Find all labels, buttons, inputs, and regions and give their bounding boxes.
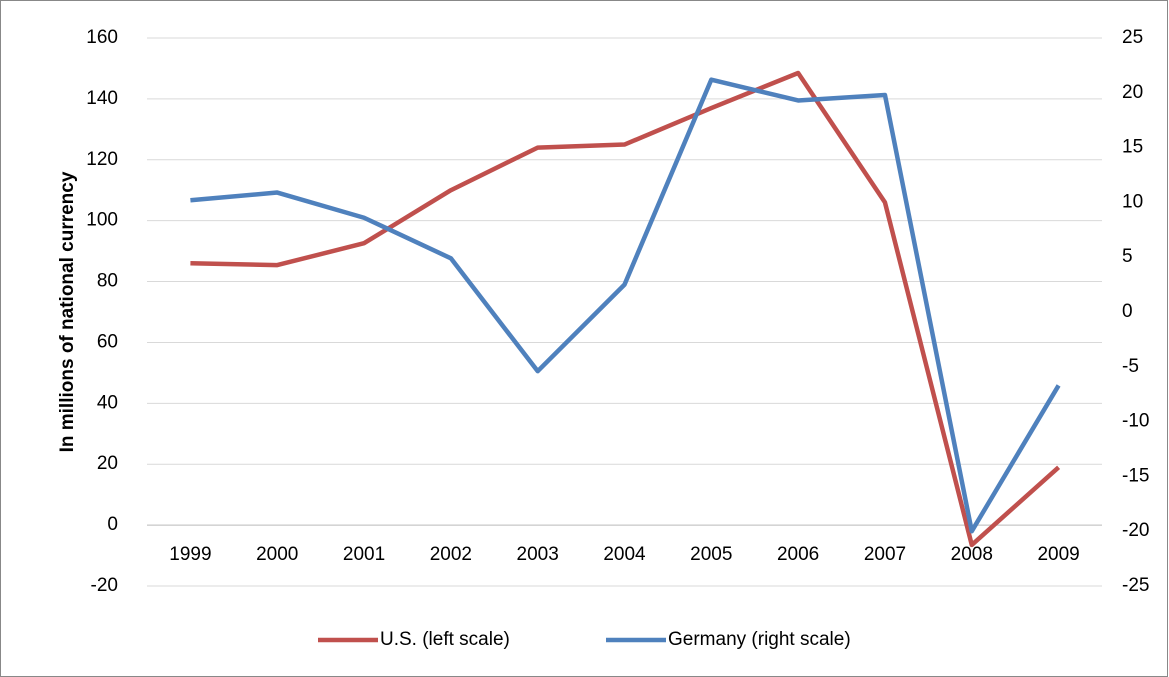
y-tick-label: 100 bbox=[86, 210, 118, 231]
y-tick-label: 80 bbox=[97, 271, 118, 292]
legend-label: Germany (right scale) bbox=[668, 629, 851, 650]
y2-tick-label: 10 bbox=[1122, 191, 1143, 212]
x-tick-label: 2006 bbox=[777, 544, 819, 565]
y-axis-label: In millions of national currency bbox=[57, 171, 78, 452]
y-tick-label: 0 bbox=[107, 514, 118, 535]
x-tick-label: 2008 bbox=[951, 544, 993, 565]
y-tick-label: 20 bbox=[97, 453, 118, 474]
y2-tick-label: 0 bbox=[1122, 301, 1133, 322]
y2-tick-label: -10 bbox=[1122, 411, 1149, 432]
x-tick-label: 2007 bbox=[864, 544, 906, 565]
legend-label: U.S. (left scale) bbox=[380, 629, 510, 650]
y2-tick-label: -20 bbox=[1122, 520, 1149, 541]
line-series bbox=[190, 70, 1061, 548]
y-tick-label: 60 bbox=[97, 331, 118, 352]
y2-tick-label: 20 bbox=[1122, 82, 1143, 103]
y2-tick-label: 5 bbox=[1122, 246, 1133, 267]
x-tick-label: 2005 bbox=[690, 544, 732, 565]
y2-tick-label: -5 bbox=[1122, 356, 1139, 377]
line-series bbox=[190, 77, 1061, 534]
x-tick-label: 2001 bbox=[343, 544, 385, 565]
y2-tick-label: 25 bbox=[1122, 27, 1143, 48]
y-tick-label: 40 bbox=[97, 392, 118, 413]
y2-tick-label: -15 bbox=[1122, 465, 1149, 486]
y-tick-label: -20 bbox=[91, 575, 118, 596]
x-tick-label: 2003 bbox=[517, 544, 559, 565]
y-tick-label: 160 bbox=[86, 27, 118, 48]
x-tick-label: 2004 bbox=[603, 544, 646, 565]
x-tick-label: 1999 bbox=[169, 544, 211, 565]
y2-tick-label: 15 bbox=[1122, 137, 1143, 158]
x-tick-label: 2002 bbox=[430, 544, 472, 565]
x-tick-label: 2009 bbox=[1037, 544, 1079, 565]
x-tick-label: 2000 bbox=[256, 544, 298, 565]
y-tick-label: 140 bbox=[86, 88, 118, 109]
y-tick-label: 120 bbox=[86, 149, 118, 170]
y2-tick-label: -25 bbox=[1122, 575, 1149, 596]
